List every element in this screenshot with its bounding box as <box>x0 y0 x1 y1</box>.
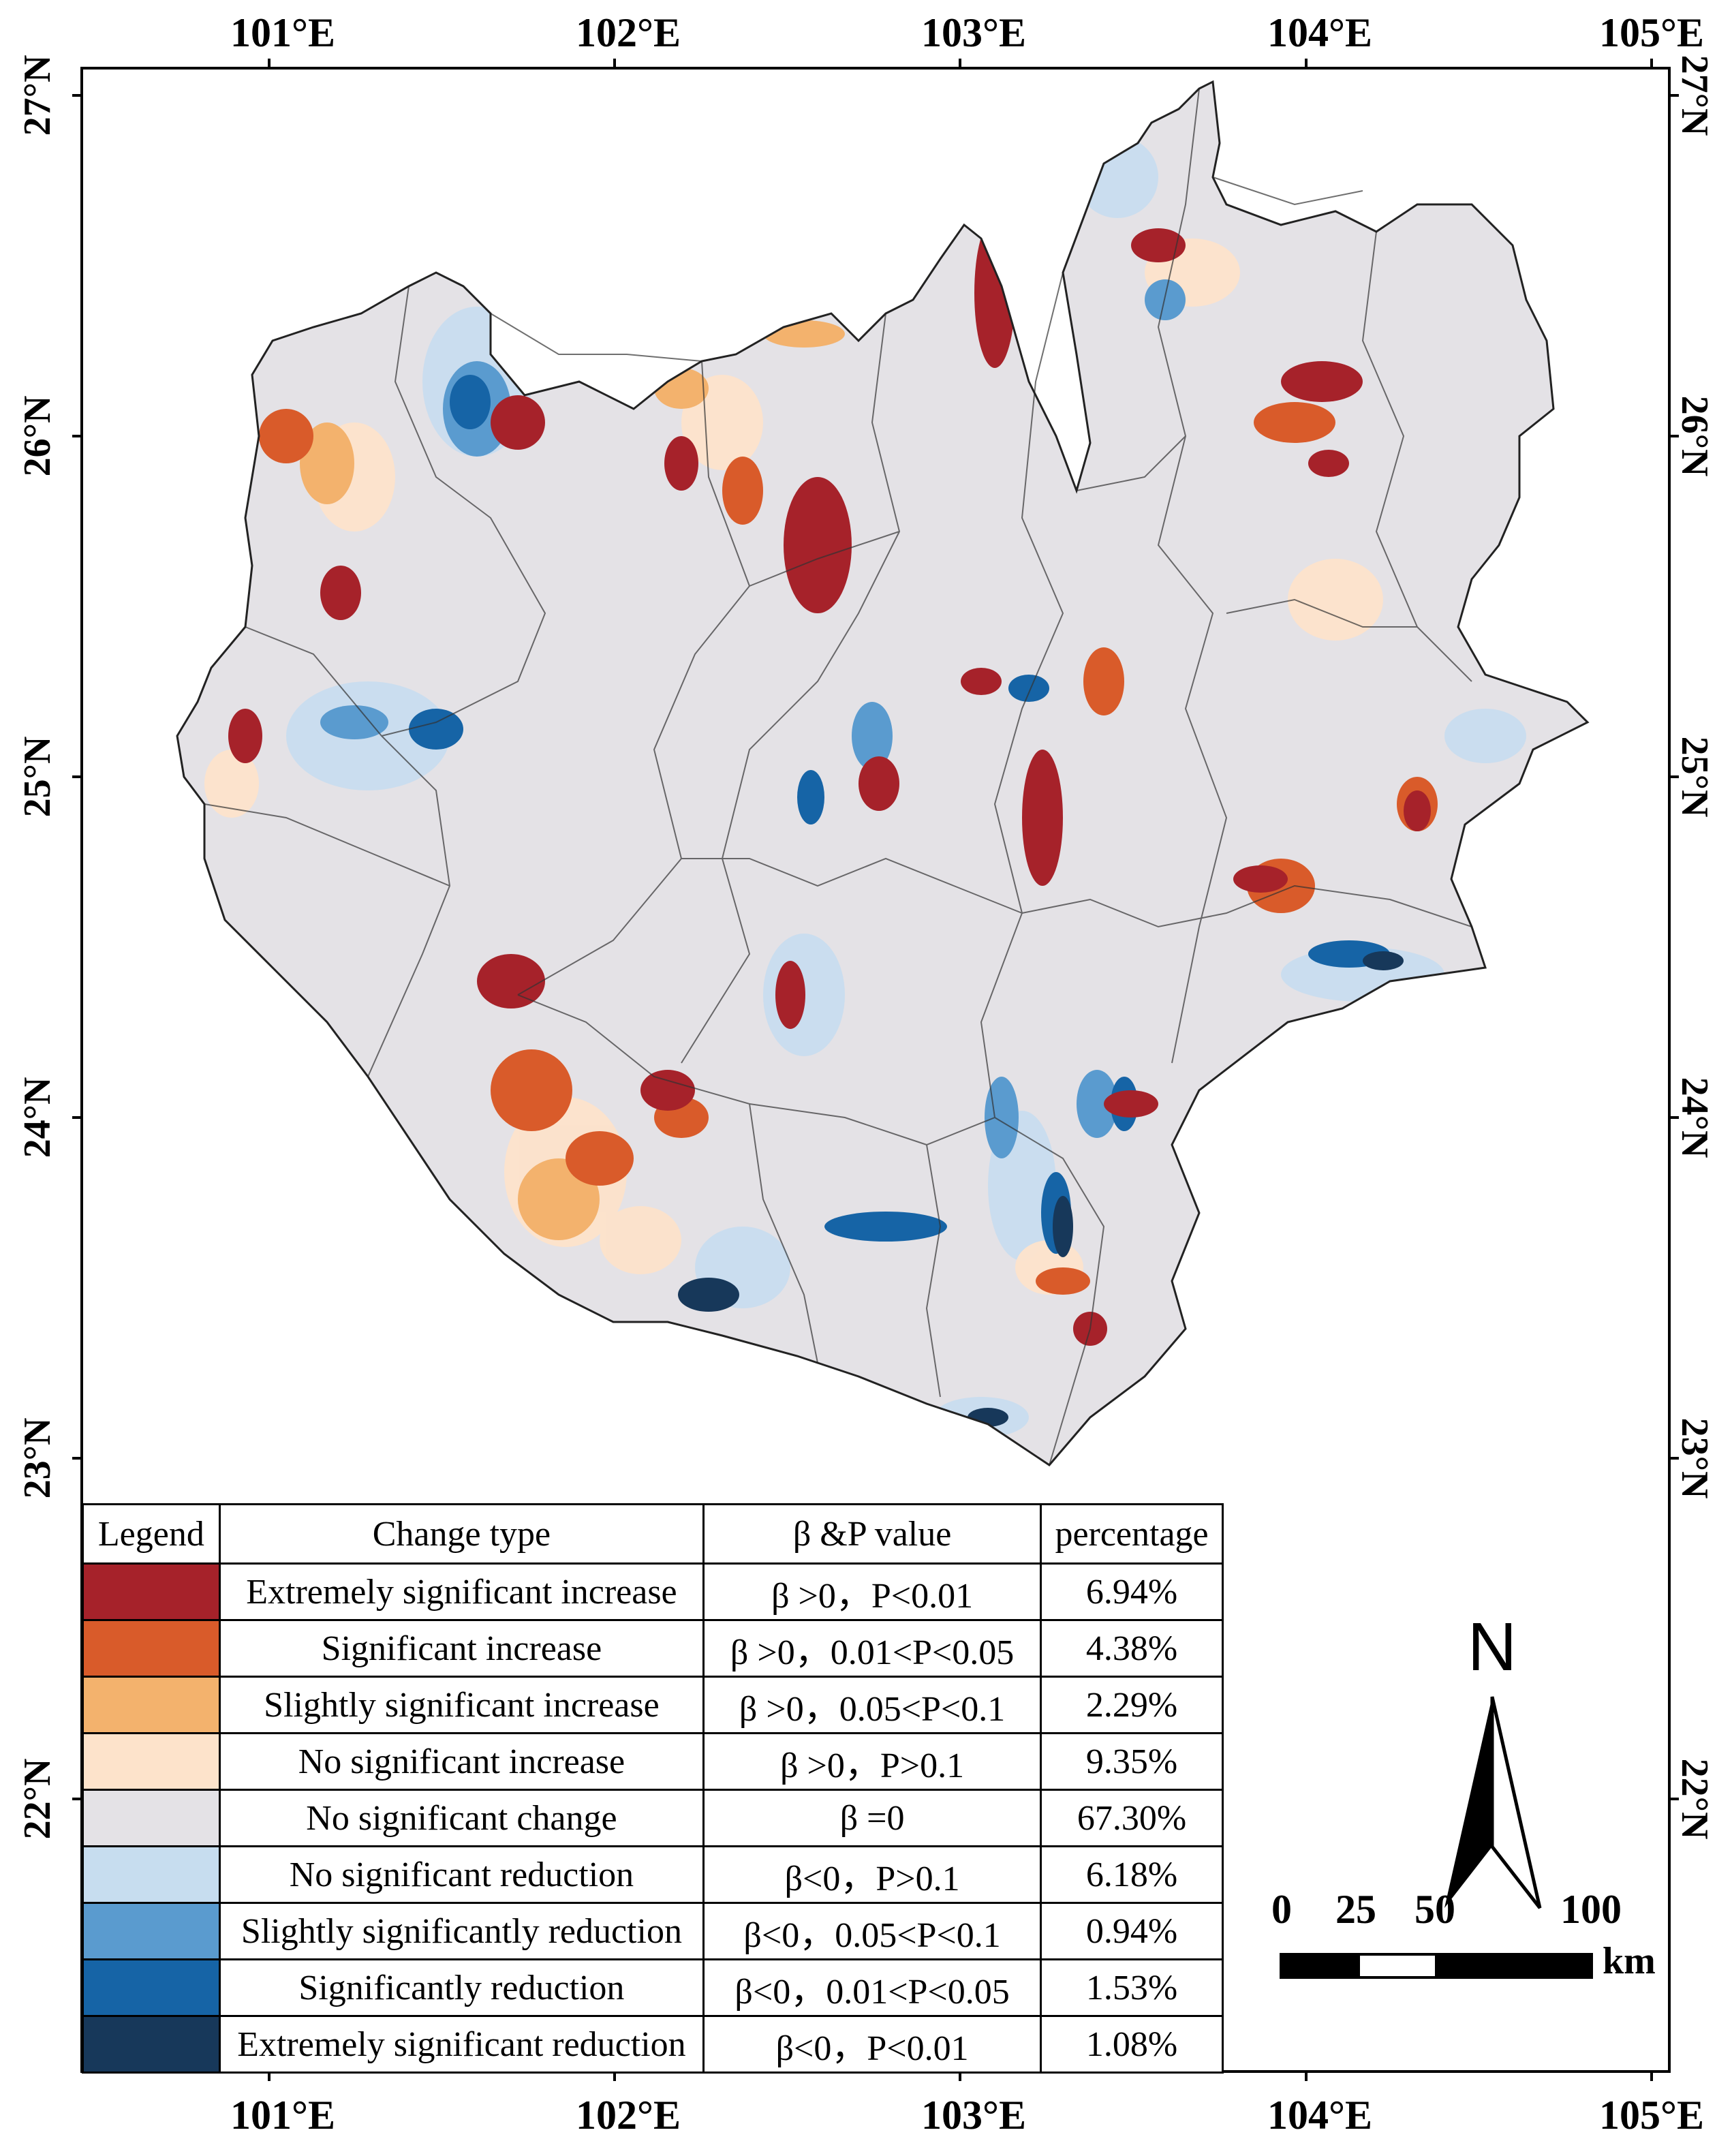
lat-label-left: 26°N <box>16 395 59 477</box>
scale-tick-label: 50 <box>1414 1887 1455 1932</box>
bp-value: β =0 <box>702 1789 1042 1847</box>
lon-label-bottom: 104°E <box>1267 2093 1372 2138</box>
scale-tick-label: 0 <box>1271 1887 1292 1932</box>
change-type: Slightly significantly reduction <box>218 1902 705 1960</box>
color-swatch <box>82 1789 221 1847</box>
change-patches <box>204 136 1526 1438</box>
change-type: No significant change <box>218 1789 705 1847</box>
scale-unit-label: km <box>1603 1940 1656 1982</box>
color-swatch <box>82 1676 221 1734</box>
percentage: 6.94% <box>1040 1562 1224 1621</box>
lat-label-right: 26°N <box>1673 395 1716 477</box>
change-type: Extremely significant reduction <box>218 2015 705 2074</box>
color-swatch <box>82 1562 221 1621</box>
percentage: 4.38% <box>1040 1619 1224 1678</box>
color-swatch <box>82 2015 221 2074</box>
color-swatch <box>82 1732 221 1791</box>
bp-value: β<0，0.05<P<0.1 <box>702 1902 1042 1960</box>
scale-tick-label: 25 <box>1335 1887 1376 1932</box>
north-arrow-icon <box>1444 1696 1542 1909</box>
percentage: 1.53% <box>1040 1958 1224 2017</box>
legend-row: Significant increase β >0，0.01<P<0.05 4.… <box>82 1619 1224 1678</box>
percentage: 2.29% <box>1040 1676 1224 1734</box>
scale-bar <box>1280 1953 1593 1979</box>
change-type: Extremely significant increase <box>218 1562 705 1621</box>
legend-row: No significant change β =0 67.30% <box>82 1789 1224 1847</box>
change-type: Significant increase <box>218 1619 705 1678</box>
region-outline <box>176 80 1590 1466</box>
legend-row: Significantly reduction β<0，0.01<P<0.05 … <box>82 1958 1224 2017</box>
legend-row: No significant reduction β<0，P>0.1 6.18% <box>82 1845 1224 1904</box>
bp-value: β<0，P<0.01 <box>702 2015 1042 2074</box>
lon-label-bottom: 103°E <box>921 2093 1026 2138</box>
county-boundaries <box>204 88 1472 1466</box>
change-type-header: Change type <box>218 1503 705 1565</box>
lon-label-top: 102°E <box>575 10 681 55</box>
bp-value: β >0，0.01<P<0.05 <box>702 1619 1042 1678</box>
frame-ticks <box>72 59 1679 2081</box>
legend-header-row: Legend Change type β &P value percentage <box>82 1503 1224 1565</box>
percentage-header: percentage <box>1040 1503 1224 1565</box>
change-type: Significantly reduction <box>218 1958 705 2017</box>
lon-label-top: 103°E <box>921 10 1026 55</box>
lat-label-right: 25°N <box>1673 736 1716 818</box>
change-type: Slightly significant increase <box>218 1676 705 1734</box>
north-label: N <box>1467 1609 1517 1685</box>
legend-row: Slightly significant increase β >0，0.05<… <box>82 1676 1224 1734</box>
study-region <box>176 80 1590 1466</box>
lon-label-bottom: 105°E <box>1598 2093 1704 2138</box>
legend-header: Legend <box>82 1503 221 1565</box>
lon-label-bottom: 101°E <box>230 2093 335 2138</box>
bp-value: β<0，P>0.1 <box>702 1845 1042 1904</box>
lon-label-bottom: 102°E <box>575 2093 681 2138</box>
color-swatch <box>82 1845 221 1904</box>
lat-label-left: 24°N <box>16 1077 59 1158</box>
lon-label-top: 105°E <box>1598 10 1704 55</box>
bp-value: β<0，0.01<P<0.05 <box>702 1958 1042 2017</box>
percentage: 6.18% <box>1040 1845 1224 1904</box>
lat-label-right: 27°N <box>1673 55 1716 136</box>
lat-label-left: 22°N <box>16 1758 59 1840</box>
bp-value: β >0，P>0.1 <box>702 1732 1042 1791</box>
lat-label-left: 23°N <box>16 1417 59 1499</box>
change-type: No significant reduction <box>218 1845 705 1904</box>
percentage: 1.08% <box>1040 2015 1224 2074</box>
bp-value: β >0，0.05<P<0.1 <box>702 1676 1042 1734</box>
legend-row: Slightly significantly reduction β<0，0.0… <box>82 1902 1224 1960</box>
color-swatch <box>82 1902 221 1960</box>
legend-row: No significant increase β >0，P>0.1 9.35% <box>82 1732 1224 1791</box>
lat-label-left: 25°N <box>16 736 59 818</box>
lat-label-right: 24°N <box>1673 1077 1716 1158</box>
percentage: 9.35% <box>1040 1732 1224 1791</box>
percentage: 0.94% <box>1040 1902 1224 1960</box>
bp-value: β >0，P<0.01 <box>702 1562 1042 1621</box>
color-swatch <box>82 1958 221 2017</box>
legend-row: Extremely significant reduction β<0，P<0.… <box>82 2015 1224 2074</box>
lon-label-top: 104°E <box>1267 10 1372 55</box>
color-swatch <box>82 1619 221 1678</box>
legend-row: Extremely significant increase β >0，P<0.… <box>82 1562 1224 1621</box>
percentage: 67.30% <box>1040 1789 1224 1847</box>
scale-tick-label: 100 <box>1560 1887 1622 1932</box>
bp-value-header: β &P value <box>702 1503 1042 1565</box>
lon-label-top: 101°E <box>230 10 335 55</box>
change-type: No significant increase <box>218 1732 705 1791</box>
lat-label-left: 27°N <box>16 55 59 136</box>
lat-label-right: 22°N <box>1673 1758 1716 1840</box>
legend-table: Legend Change type β &P value percentage… <box>82 1503 1224 2074</box>
lat-label-right: 23°N <box>1673 1417 1716 1499</box>
